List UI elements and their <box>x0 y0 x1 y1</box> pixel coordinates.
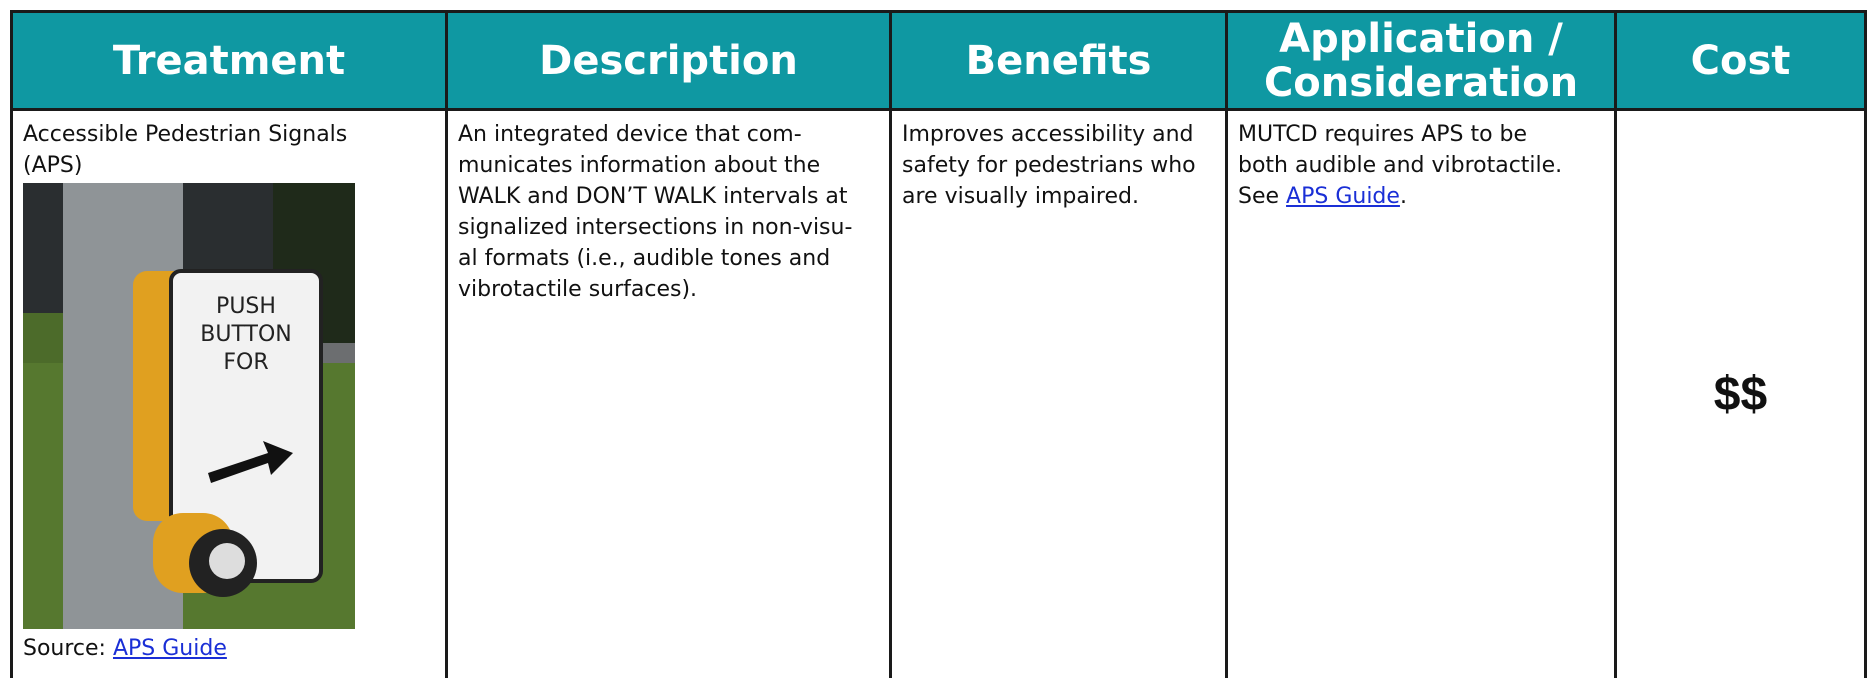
description-line: al formats (i.e., audible tones and <box>458 246 831 271</box>
table: Treatment Description Benefits Applicati… <box>10 10 1867 678</box>
header-cell: Treatment <box>13 13 448 111</box>
cost-cell: $$ <box>1617 111 1864 678</box>
header-cell: Application / Consideration <box>1228 13 1617 111</box>
application-cell: MUTCD requires APS to be both audible and… <box>1228 111 1617 678</box>
description-line: municates information about the <box>458 153 821 178</box>
application-line: both audible and vibrotactile. <box>1238 153 1563 178</box>
source-label: Source: <box>23 636 106 661</box>
description-line: signalized intersections in non-visu- <box>458 215 853 240</box>
benefits-line: safety for pedestrians who <box>902 153 1196 178</box>
benefits-line: Improves accessibility and <box>902 122 1194 147</box>
header-cell: Cost <box>1617 13 1864 111</box>
benefits-line: are visually impaired. <box>902 184 1139 209</box>
cost: $$ <box>1713 368 1768 421</box>
header-cell: Description <box>448 13 892 111</box>
source-link[interactable]: APS Guide <box>112 636 227 661</box>
treatment-name: Accessible Pedestrian Signals (APS) <box>23 122 348 178</box>
svg-text:BUTTON: BUTTON <box>200 322 291 347</box>
description-line: An integrated device that com- <box>458 122 802 147</box>
treatment-cell: Accessible Pedestrian Signals (APS) PUSH… <box>13 111 448 678</box>
see-text: See <box>1238 184 1280 209</box>
description-line: WALK and DON’T WALK intervals at <box>458 184 848 209</box>
photo: PUSH BUTTON FOR <box>23 183 355 629</box>
description-line: vibrotactile surfaces). <box>458 277 698 302</box>
application-line: MUTCD requires APS to be <box>1238 122 1528 147</box>
description-cell: An integrated device that com-municates … <box>448 111 892 678</box>
header-cell: Benefits <box>892 13 1228 111</box>
svg-text:PUSH: PUSH <box>216 294 276 319</box>
benefits-cell: Improves accessibility and safety for ped… <box>892 111 1228 678</box>
punctuation: . <box>1399 184 1407 209</box>
guide-link[interactable]: APS Guide <box>1286 184 1400 209</box>
svg-text:FOR: FOR <box>223 350 268 375</box>
